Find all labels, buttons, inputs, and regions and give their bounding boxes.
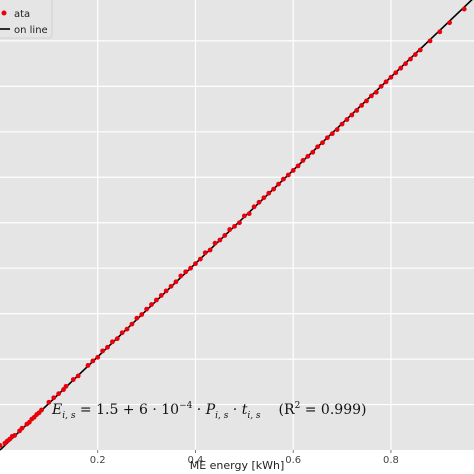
- data-point: [207, 247, 213, 253]
- data-point: [417, 47, 423, 53]
- data-point: [256, 199, 262, 205]
- data-point: [178, 273, 184, 279]
- x-tick-label: 0.6: [285, 455, 301, 466]
- data-point: [295, 163, 301, 169]
- data-point: [281, 176, 286, 182]
- data-point: [334, 127, 340, 132]
- data-point: [144, 306, 149, 312]
- data-point: [227, 227, 233, 232]
- data-point: [427, 38, 433, 44]
- data-point: [339, 121, 345, 127]
- data-point: [139, 312, 145, 317]
- data-point: [193, 261, 198, 267]
- data-point: [403, 61, 408, 67]
- grid: [0, 0, 474, 450]
- data-point: [368, 93, 374, 99]
- data-point: [359, 103, 365, 108]
- data-point: [163, 288, 169, 294]
- data-point: [168, 283, 174, 289]
- data-point: [305, 153, 311, 159]
- data-point: [393, 70, 399, 76]
- data-point: [378, 83, 384, 89]
- data-point: [388, 74, 394, 80]
- data-point: [364, 98, 369, 104]
- data-point: [46, 399, 52, 405]
- data-point: [437, 29, 443, 35]
- data-point: [19, 425, 25, 431]
- data-point: [373, 89, 379, 95]
- data-point: [39, 407, 44, 413]
- data-point: [246, 211, 252, 217]
- data-point: [290, 168, 296, 173]
- scatter-points: [0, 6, 467, 448]
- data-point: [241, 213, 247, 219]
- data-point: [105, 344, 110, 350]
- x-tick-label: 0.2: [90, 455, 106, 466]
- data-point: [90, 358, 96, 364]
- data-point: [153, 297, 159, 303]
- data-point: [329, 131, 335, 137]
- x-axis-label: ME energy [kWh]: [190, 459, 285, 472]
- data-point: [95, 354, 101, 360]
- data-point: [325, 135, 330, 141]
- data-point: [266, 190, 272, 196]
- data-point: [63, 383, 69, 389]
- data-point: [408, 56, 413, 62]
- data-point: [232, 223, 237, 229]
- data-point: [300, 158, 306, 163]
- data-point: [447, 20, 452, 26]
- data-point: [70, 377, 76, 382]
- data-point: [315, 144, 321, 150]
- legend: ata on line: [0, 0, 53, 39]
- data-point: [320, 140, 325, 146]
- data-point: [461, 6, 467, 12]
- legend-label-data: ata: [14, 9, 30, 20]
- data-point: [212, 240, 218, 246]
- regression-formula: Ei, s = 1.5 + 6 · 10−4 · Pi, s · ti, s (R…: [51, 401, 366, 421]
- data-point: [56, 391, 62, 397]
- data-point: [354, 108, 360, 113]
- data-point: [173, 279, 179, 285]
- data-point: [12, 433, 18, 438]
- data-point: [276, 181, 281, 187]
- data-point: [75, 373, 81, 379]
- data-point: [114, 336, 120, 342]
- data-point: [0, 443, 3, 448]
- data-point: [134, 315, 140, 321]
- data-point: [237, 220, 242, 226]
- data-point: [158, 293, 164, 298]
- data-point: [197, 256, 203, 262]
- data-point: [183, 269, 189, 275]
- data-point: [251, 204, 257, 210]
- data-point: [310, 149, 316, 155]
- data-point: [398, 65, 404, 71]
- legend-label-line: on line: [14, 25, 48, 36]
- data-point: [222, 233, 228, 238]
- data-point: [149, 302, 154, 307]
- data-point: [129, 321, 135, 327]
- x-tick-label: 0.8: [383, 455, 399, 466]
- data-point: [188, 265, 193, 271]
- data-point: [261, 195, 267, 201]
- data-point: [412, 52, 418, 57]
- data-point: [202, 250, 208, 256]
- data-point: [383, 79, 389, 85]
- legend-box: [0, 0, 53, 39]
- data-point: [344, 117, 350, 122]
- data-point: [349, 112, 355, 118]
- x-tick-label: 0.4: [188, 455, 204, 466]
- data-point: [217, 237, 223, 243]
- data-point: [119, 330, 125, 336]
- data-point: [51, 395, 57, 401]
- data-point: [100, 348, 106, 354]
- x-axis: 0.2 0.4 0.6 0.8: [90, 450, 399, 466]
- data-point: [109, 339, 115, 345]
- data-point: [285, 172, 291, 178]
- data-point: [124, 326, 130, 332]
- data-point: [85, 363, 91, 368]
- legend-marker-data: [1, 10, 7, 16]
- data-point: [271, 186, 277, 192]
